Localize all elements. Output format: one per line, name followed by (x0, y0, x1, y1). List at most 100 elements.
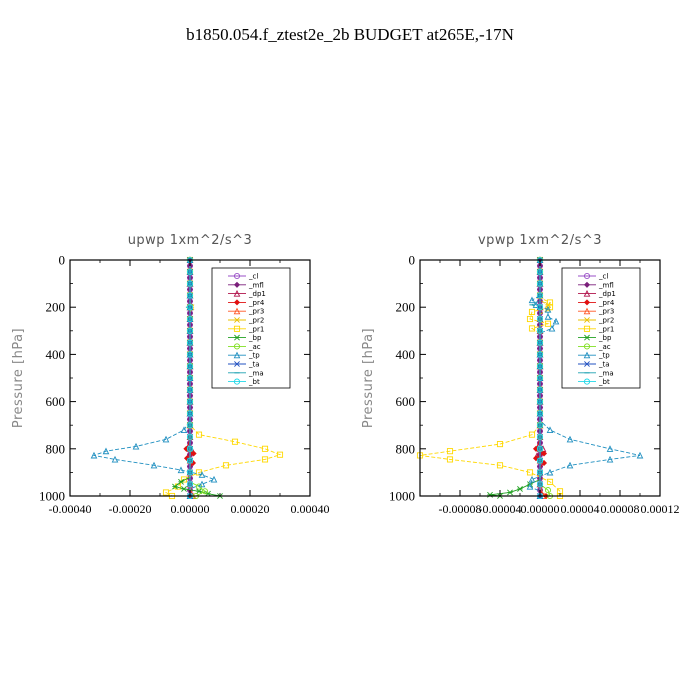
data-point (536, 457, 544, 464)
x-tick-label: 0.00020 (231, 502, 270, 516)
series-line (165, 260, 282, 497)
data-point (536, 469, 544, 476)
legend-marker (583, 272, 591, 280)
legend-label: _pr4 (598, 299, 615, 307)
data-point (186, 386, 194, 393)
data-point (528, 325, 536, 332)
legend-label: _dp1 (598, 290, 616, 298)
x-tick-label: -0.00008 (439, 502, 482, 516)
data-point (276, 451, 284, 458)
x-tick-label: 0.00000 (521, 502, 560, 516)
data-point (186, 304, 194, 311)
y-tick-label: 800 (46, 441, 66, 456)
data-point (528, 296, 536, 304)
y-axis-label: Pressure [hPa] (361, 328, 376, 428)
legend-marker (583, 299, 591, 306)
data-point (186, 280, 194, 287)
data-point (180, 426, 188, 433)
data-point (548, 324, 556, 332)
data-point (544, 320, 552, 327)
legend-label: _bp (598, 334, 612, 342)
legend-marker (233, 343, 241, 350)
data-point (172, 483, 178, 490)
data-point (178, 478, 184, 485)
data-point (536, 445, 544, 452)
data-point (186, 469, 194, 476)
legend-marker (233, 281, 241, 288)
data-point (546, 468, 554, 476)
data-point (536, 374, 544, 382)
data-point (186, 363, 194, 370)
data-point (526, 315, 534, 323)
data-point (552, 317, 560, 325)
legend-label: _mfl (248, 281, 264, 289)
legend-marker (584, 317, 590, 323)
data-point (496, 441, 504, 448)
data-point (198, 471, 206, 478)
legend-label: _pr2 (248, 317, 264, 325)
legend: _cl_mfl_dp1_pr4_pr3_pr2_pr1_bp_ac_tp_ta_… (211, 267, 291, 389)
x-tick-label: -0.00020 (109, 502, 152, 516)
data-point (132, 442, 140, 450)
data-point (526, 469, 534, 476)
data-point (536, 481, 544, 488)
data-point (186, 410, 194, 417)
data-point (536, 268, 544, 275)
legend-marker (583, 281, 591, 288)
legend-marker (583, 307, 591, 315)
data-point (606, 455, 614, 463)
legend-marker (583, 289, 591, 297)
legend-label: _pr4 (248, 299, 265, 307)
data-point (536, 315, 544, 323)
data-point (186, 268, 194, 275)
figure-title: b1850.054.f_ztest2e_2b BUDGET at265E,-17… (186, 25, 514, 44)
data-point (102, 447, 110, 455)
data-point (536, 386, 544, 393)
y-tick-label: 200 (46, 300, 66, 315)
legend-label: _tp (248, 352, 260, 360)
data-point (111, 455, 119, 463)
legend-marker (234, 317, 240, 323)
legend-label: _bt (598, 378, 610, 386)
legend-label: _mfl (598, 281, 614, 289)
x-tick-label: 0.00004 (561, 502, 600, 516)
data-point (536, 327, 544, 334)
legend-label: _ta (598, 361, 610, 369)
data-point (186, 398, 194, 405)
data-point (150, 461, 158, 469)
data-point (536, 398, 544, 405)
legend-label: _dp1 (248, 290, 266, 298)
data-point (636, 451, 644, 459)
legend-label: _pr1 (248, 325, 264, 333)
legend-label: _ma (248, 369, 264, 377)
data-point (186, 292, 194, 299)
legend-marker (583, 378, 591, 385)
legend-marker (583, 351, 591, 359)
legend-marker (584, 361, 590, 367)
legend-marker (584, 334, 590, 341)
panel-title: vpwp 1xm^2/s^3 (478, 233, 602, 248)
data-point (186, 445, 194, 452)
x-tick-label: -0.00040 (49, 502, 92, 516)
data-point (566, 461, 574, 469)
legend-label: _tp (598, 352, 610, 360)
data-point (261, 456, 269, 463)
y-tick-label: 1000 (389, 489, 415, 504)
data-point (162, 435, 170, 443)
legend-marker (233, 378, 241, 385)
data-point (190, 450, 197, 457)
data-point (162, 489, 170, 496)
data-point (536, 422, 544, 429)
y-tick-label: 800 (396, 441, 416, 456)
series-line (92, 260, 216, 496)
data-point (446, 448, 454, 455)
data-point (536, 363, 544, 370)
legend-box (561, 267, 641, 389)
y-tick-label: 400 (46, 347, 66, 362)
data-point (532, 455, 540, 462)
legend-marker (583, 343, 591, 350)
data-point (186, 433, 194, 441)
y-tick-label: 1000 (39, 489, 65, 504)
data-point (186, 351, 194, 358)
legend-label: _ac (248, 343, 261, 351)
